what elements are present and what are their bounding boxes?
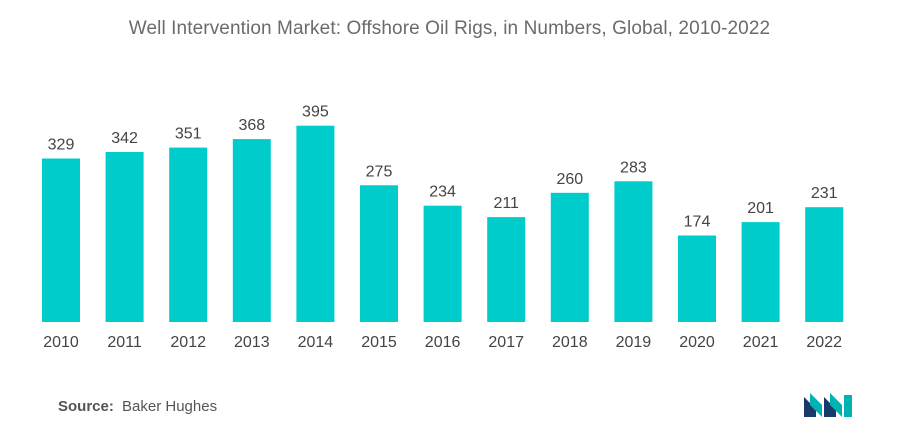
bar-2011	[105, 152, 144, 322]
value-label-2020: 174	[684, 214, 711, 231]
source-value: Baker Hughes	[122, 398, 218, 415]
source-label: Source:	[58, 398, 114, 415]
x-tick-label-2016: 2016	[425, 334, 461, 351]
bar-2021	[741, 222, 780, 322]
bar-2015	[360, 185, 398, 322]
bar-2022	[805, 207, 844, 322]
x-tick-label-2020: 2020	[679, 334, 715, 351]
bar-2020	[678, 235, 716, 322]
value-label-2011: 342	[111, 130, 138, 147]
bar-2010	[42, 158, 80, 322]
value-label-2018: 260	[556, 171, 583, 188]
bar-2013	[232, 139, 271, 322]
value-label-2019: 283	[620, 159, 647, 176]
source-note: Source: Baker Hughes	[58, 398, 217, 415]
value-label-2021: 201	[747, 200, 774, 217]
bar-2014	[296, 125, 335, 322]
value-label-2014: 395	[302, 104, 329, 121]
value-label-2022: 231	[811, 185, 838, 202]
value-label-2017: 211	[493, 195, 519, 212]
x-tick-label-2019: 2019	[616, 334, 652, 351]
x-tick-label-2010: 2010	[43, 334, 79, 351]
value-label-group: 329 342 351 368 395 275 234 211 260 283 174 201 231	[48, 104, 838, 231]
value-label-2013: 368	[238, 117, 265, 134]
bar-2016	[423, 205, 462, 322]
bar-2012	[169, 147, 208, 322]
x-tick-label-2011: 2011	[107, 334, 142, 351]
x-tick-label-2015: 2015	[361, 334, 397, 351]
x-tick-label-2012: 2012	[170, 334, 206, 351]
x-tick-label-2018: 2018	[552, 334, 588, 351]
bar-2018	[550, 192, 589, 322]
x-tick-label-2013: 2013	[234, 334, 270, 351]
x-tick-label-2014: 2014	[298, 334, 334, 351]
mordor-intelligence-logo-icon	[804, 393, 852, 417]
value-label-2010: 329	[48, 137, 75, 154]
value-label-2016: 234	[429, 184, 456, 201]
value-label-2015: 275	[366, 163, 393, 180]
bar-2017	[487, 217, 526, 322]
x-tick-label-2017: 2017	[488, 334, 524, 351]
x-tick-label-2022: 2022	[806, 334, 842, 351]
value-label-2012: 351	[175, 126, 202, 143]
x-tick-label-2021: 2021	[743, 334, 779, 351]
chart-title: Well Intervention Market: Offshore Oil R…	[128, 18, 771, 39]
bar-group	[42, 125, 844, 322]
x-tick-label-group: 2010 2011 2012 2013 2014 2015 2016 2017 2018 2019…	[43, 334, 842, 351]
bar-2019	[614, 181, 653, 322]
